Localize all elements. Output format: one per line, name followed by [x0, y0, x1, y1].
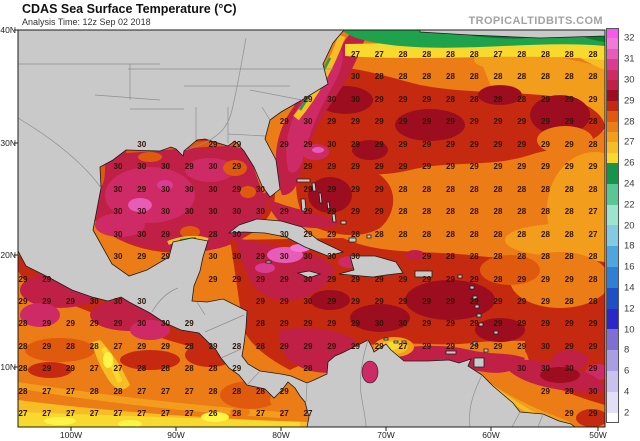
- lon-label: 60W: [482, 430, 500, 440]
- colorbar-tick: 14: [624, 282, 635, 294]
- colorbar-segment: [606, 28, 619, 39]
- colorbar-tick: 27: [624, 136, 635, 148]
- colorbar-segment: [606, 246, 619, 268]
- lat-label: 30N: [0, 138, 16, 148]
- axis-ticks: [14, 29, 599, 431]
- islands: [227, 30, 605, 368]
- colorbar-segment: [606, 152, 619, 164]
- colorbar-tick: 29: [624, 95, 635, 107]
- analysis-time: Analysis Time: 12z Sep 02 2018: [22, 17, 151, 27]
- lat-label: 40N: [0, 25, 16, 35]
- colorbar-segment: [606, 38, 619, 49]
- colorbar-segment: [606, 100, 619, 112]
- chart-title: CDAS Sea Surface Temperature (°C): [22, 2, 237, 16]
- colorbar: [606, 28, 619, 424]
- colorbar-segment: [606, 142, 619, 153]
- colorbar-tick: 10: [624, 324, 635, 336]
- colorbar-segment: [606, 287, 619, 309]
- colorbar-segment: [606, 90, 619, 101]
- colorbar-tick: 2: [624, 407, 630, 419]
- colorbar-segment: [606, 69, 619, 80]
- colorbar-tick: 6: [624, 365, 630, 377]
- colorbar-tick: 12: [624, 303, 635, 315]
- colorbar-tick: 18: [624, 240, 635, 252]
- colorbar-tick: 4: [624, 386, 630, 398]
- colorbar-segment: [606, 225, 619, 247]
- colorbar-tick: 30: [624, 74, 635, 86]
- lon-label: 80W: [272, 430, 290, 440]
- colorbar-segment: [606, 267, 619, 288]
- colorbar-tick: 16: [624, 261, 635, 273]
- colorbar-tick: 32: [624, 32, 635, 44]
- ocean-temperature-field: [18, 30, 605, 427]
- colorbar-segment: [606, 121, 619, 132]
- lake-maracaibo: [361, 360, 379, 384]
- colorbar-segment: [606, 391, 619, 413]
- lon-label: 50W: [589, 430, 607, 440]
- colorbar-segment: [606, 79, 619, 91]
- colorbar-tick: 24: [624, 178, 635, 190]
- colorbar-segment: [606, 204, 619, 226]
- colorbar-segment: [606, 131, 619, 143]
- colorbar-segment: [606, 329, 619, 351]
- lon-label: 90W: [167, 430, 185, 440]
- lat-label: 10N: [0, 362, 16, 372]
- colorbar-segment: [606, 48, 619, 60]
- north-south-america-landmass: [18, 30, 576, 427]
- colorbar-segment: [606, 350, 619, 372]
- colorbar-segment: [606, 371, 619, 392]
- colorbar-segment: [606, 412, 619, 424]
- colorbar-tick: 8: [624, 344, 630, 356]
- lon-label: 100W: [59, 430, 83, 440]
- lon-label: 70W: [377, 430, 395, 440]
- colorbar-segment: [606, 183, 619, 205]
- colorbar-segment: [606, 308, 619, 330]
- colorbar-tick: 26: [624, 157, 635, 169]
- colorbar-tick: 31: [624, 53, 635, 65]
- colorbar-segment: [606, 111, 619, 122]
- colorbar-tick: 20: [624, 220, 635, 232]
- colorbar-tick: 28: [624, 116, 635, 128]
- colorbar-segment: [606, 59, 619, 70]
- watermark: TROPICALTIDBITS.COM: [468, 15, 603, 27]
- map-frame: [17, 29, 606, 428]
- colorbar-segment: [606, 163, 619, 184]
- colorbar-tick: 22: [624, 199, 635, 211]
- state-borders: [18, 37, 544, 427]
- lat-label: 20N: [0, 250, 16, 260]
